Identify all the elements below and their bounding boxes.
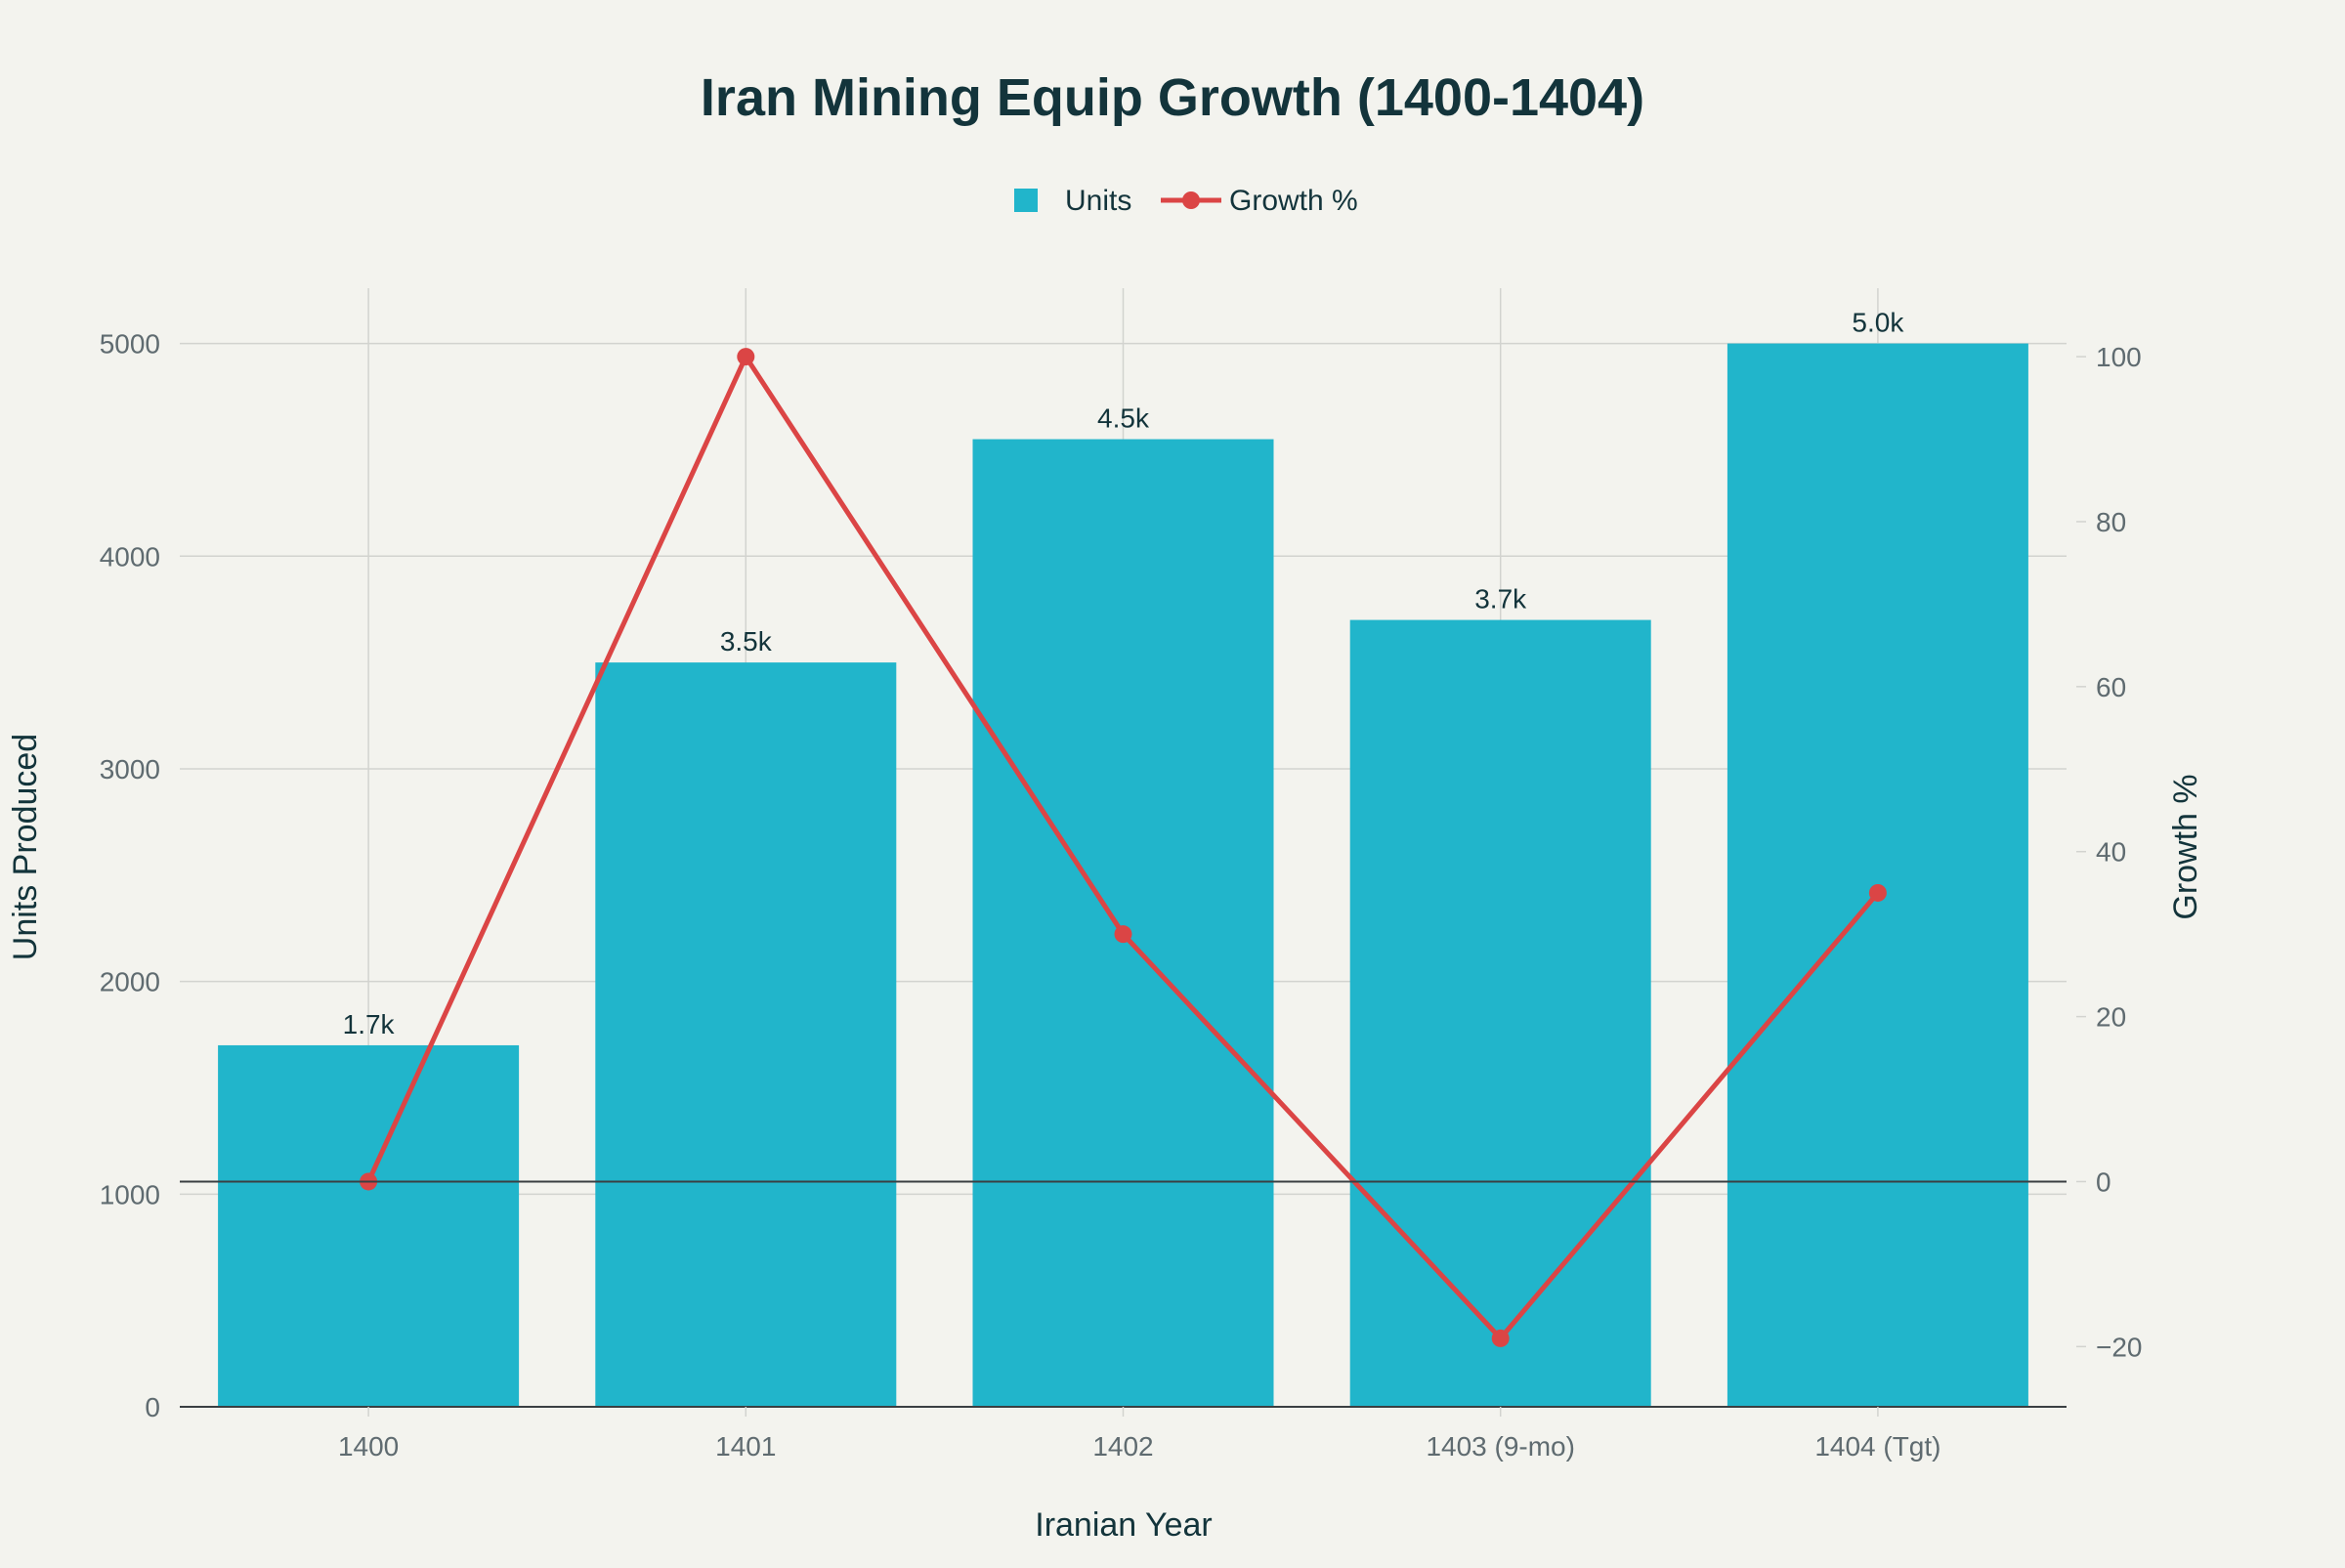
y-tick-label: 1000 <box>100 1179 160 1209</box>
x-tick-label: 1403 (9-mo) <box>1426 1431 1575 1462</box>
x-tick-label: 1400 <box>338 1431 399 1462</box>
bar-data-label: 3.7k <box>1474 584 1527 614</box>
y2-tick-label: 80 <box>2096 507 2126 537</box>
y2-tick-label: 60 <box>2096 672 2126 702</box>
growth-marker-1401 <box>737 348 755 366</box>
bar-data-label: 5.0k <box>1852 308 1904 338</box>
growth-marker-1404 (Tgt) <box>1868 883 1887 902</box>
y-tick-label: 2000 <box>100 967 160 997</box>
growth-marker-1403 (9-mo) <box>1491 1329 1510 1347</box>
chart-title: Iran Mining Equip Growth (1400-1404) <box>701 68 1644 127</box>
bars <box>218 343 2028 1408</box>
bar-data-label: 4.5k <box>1097 403 1150 434</box>
y-tick-label: 3000 <box>100 754 160 784</box>
bar-1401 <box>595 662 897 1407</box>
x-axis-title: Iranian Year <box>1035 1506 1213 1544</box>
bar-data-label: 1.7k <box>343 1009 396 1039</box>
y2-tick-label: 40 <box>2096 837 2126 868</box>
growth-line <box>360 348 1887 1347</box>
y2-axis-title: Growth % <box>2167 774 2204 919</box>
legend: Units Growth % <box>1014 185 1358 217</box>
legend-swatch-units <box>1014 189 1038 212</box>
legend-swatch-growth-marker <box>1182 191 1200 209</box>
legend-label-units: Units <box>1065 185 1131 217</box>
growth-marker-1402 <box>1114 925 1132 944</box>
y-tick-label: 4000 <box>100 541 160 572</box>
x-tick-label: 1404 (Tgt) <box>1814 1431 1940 1462</box>
x-tick-label: 1402 <box>1092 1431 1153 1462</box>
bar-1403 (9-mo) <box>1349 619 1651 1407</box>
bar-labels: 1.7k 3.5k 4.5k 3.7k 5.0k <box>343 308 1905 1039</box>
legend-label-growth: Growth % <box>1229 185 1358 217</box>
axes: 0 1000 2000 3000 4000 5000 −20 0 20 40 60 80 100 1400… <box>100 329 2143 1462</box>
y-tick-label: 5000 <box>100 329 160 360</box>
bar-1404 (Tgt) <box>1727 343 2028 1408</box>
y-axis-title: Units Produced <box>7 734 44 960</box>
y2-tick-label: 0 <box>2096 1166 2111 1197</box>
bar-data-label: 3.5k <box>720 626 773 657</box>
bar-1400 <box>218 1044 520 1407</box>
bar-1402 <box>972 439 1274 1407</box>
y2-tick-label: 20 <box>2096 1002 2126 1033</box>
y2-tick-label: −20 <box>2096 1332 2143 1362</box>
x-tick-label: 1401 <box>715 1431 776 1462</box>
y2-tick-label: 100 <box>2096 342 2142 372</box>
y-tick-label: 0 <box>145 1392 160 1422</box>
